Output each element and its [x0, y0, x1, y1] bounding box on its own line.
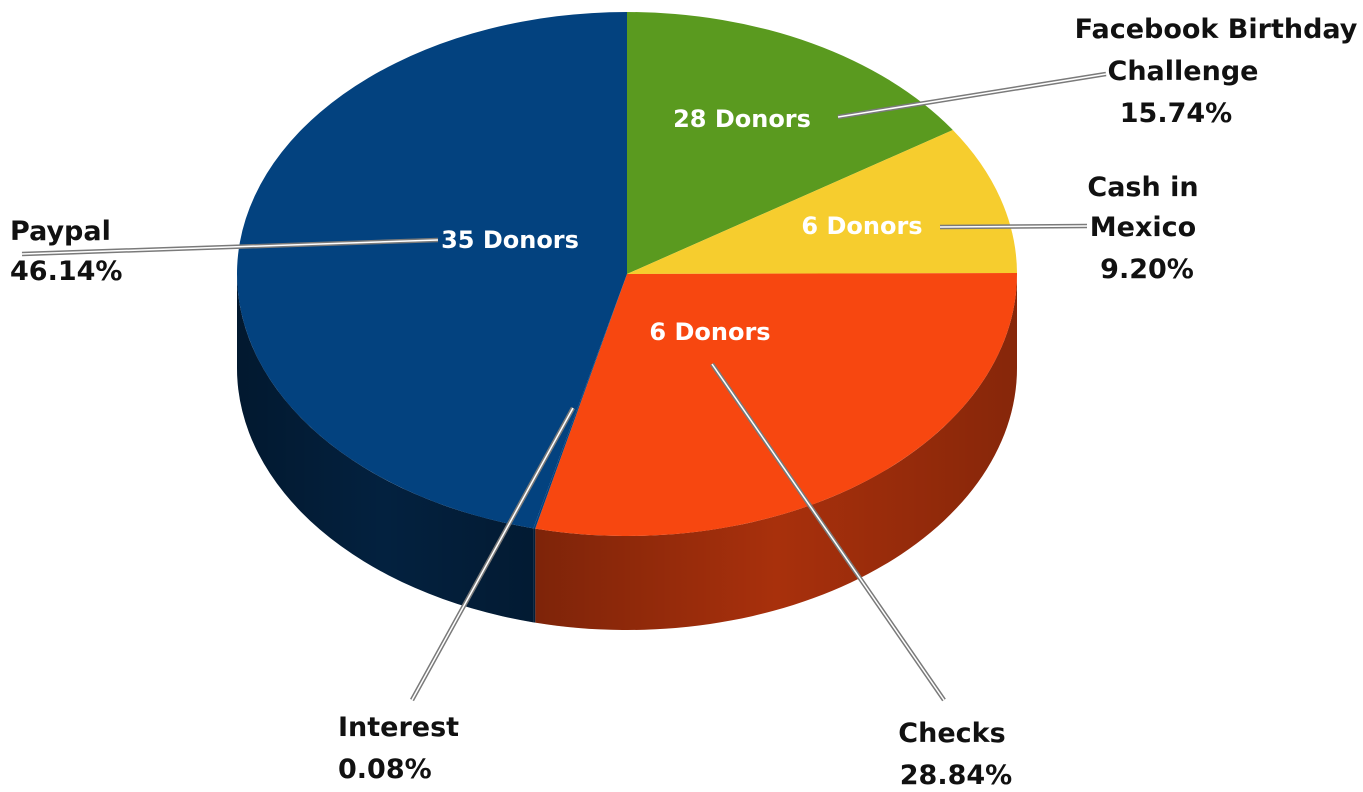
- label-cash-name: Cash in: [1087, 172, 1198, 203]
- donors-label-cash: 6 Donors: [801, 212, 922, 240]
- pie-slice-interest: [533, 274, 627, 529]
- leader-line-core-interest: [411, 407, 574, 701]
- pie-side-walls: [236, 274, 1017, 630]
- leader-line-core-paypal: [21, 239, 439, 255]
- label-paypal-name: Paypal: [10, 216, 111, 247]
- pie-slice-checks: [535, 273, 1017, 536]
- label-cash-name-2: Mexico: [1090, 212, 1196, 243]
- donors-label-checks: 6 Donors: [649, 318, 770, 346]
- pie-slice-paypal: [236, 12, 627, 529]
- donors-label-facebook: 28 Donors: [673, 105, 811, 133]
- leader-line-core-checks: [711, 363, 945, 701]
- pie-side-shading: [533, 528, 536, 623]
- label-facebook-name: Facebook Birthday: [1075, 14, 1358, 45]
- leader-lines: [21, 71, 1107, 702]
- label-interest-name: Interest: [338, 712, 459, 743]
- label-facebook-name-2: Challenge: [1108, 56, 1259, 87]
- pie-top-faces: [236, 12, 1017, 536]
- label-facebook-percent: 15.74%: [1120, 98, 1232, 129]
- pie-side-shading: [535, 274, 1017, 630]
- label-paypal-percent: 46.14%: [10, 256, 122, 287]
- pie-slice-cash-in-mexico: [627, 130, 1017, 274]
- donors-label-paypal: 35 Donors: [441, 226, 579, 254]
- leader-line-core-cash: [939, 225, 1088, 228]
- pie-side-shading: [236, 274, 534, 623]
- label-cash-percent: 9.20%: [1100, 254, 1194, 285]
- label-checks-name: Checks: [898, 718, 1005, 749]
- label-checks-percent: 28.84%: [900, 760, 1012, 791]
- leader-line-core-facebook: [837, 73, 1107, 118]
- pie-slice-facebook-birthday-challenge: [627, 12, 953, 274]
- label-interest-percent: 0.08%: [338, 754, 432, 785]
